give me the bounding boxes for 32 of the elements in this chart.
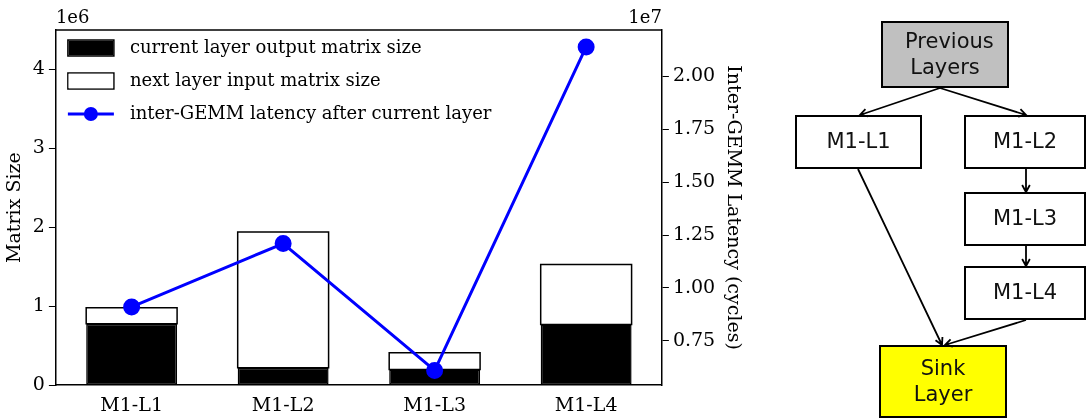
y-axis-title: Matrix Size — [2, 152, 25, 263]
point — [426, 361, 444, 379]
text: 1e6 — [55, 5, 90, 27]
text: Sink Layer — [912, 356, 974, 407]
x-tick-label: M1-L1 — [100, 392, 163, 415]
point — [123, 298, 141, 316]
text: M1-L4 — [992, 280, 1058, 306]
point — [274, 235, 292, 253]
text: M1-L1 — [826, 129, 891, 155]
legend-label: next layer input matrix size — [129, 68, 381, 90]
y2-tick-label: 1.75 — [672, 116, 716, 139]
y2-tick-label: 1.50 — [672, 169, 716, 192]
y2-tick-label: 2.00 — [672, 63, 716, 86]
y2-tick-label: 0.75 — [672, 327, 716, 350]
x-tick-label: M1-L2 — [251, 392, 315, 415]
text: M1-L2 — [992, 129, 1058, 155]
legend-label: inter-GEMM latency after current layer — [129, 101, 492, 123]
y-tick-label: 1 — [32, 293, 45, 316]
x-tick-label: M1-L4 — [554, 392, 618, 415]
text: Previous Layers — [905, 29, 994, 80]
y-tick-label: 3 — [32, 135, 45, 158]
legend-label: current layer output matrix size — [129, 35, 422, 57]
y2-tick-label: 1.00 — [672, 274, 716, 297]
text: 1e7 — [628, 5, 662, 27]
y-tick-label: 4 — [32, 56, 45, 79]
x-tick-label: M1-L3 — [403, 392, 466, 415]
y-tick-label: 0 — [32, 372, 45, 395]
text: M1-L3 — [992, 206, 1058, 232]
point — [577, 38, 595, 56]
y2-axis-title: Inter-GEMM Latency (cycles) — [723, 65, 746, 350]
y2-tick-label: 1.25 — [672, 222, 716, 245]
y-tick-label: 2 — [32, 214, 45, 237]
